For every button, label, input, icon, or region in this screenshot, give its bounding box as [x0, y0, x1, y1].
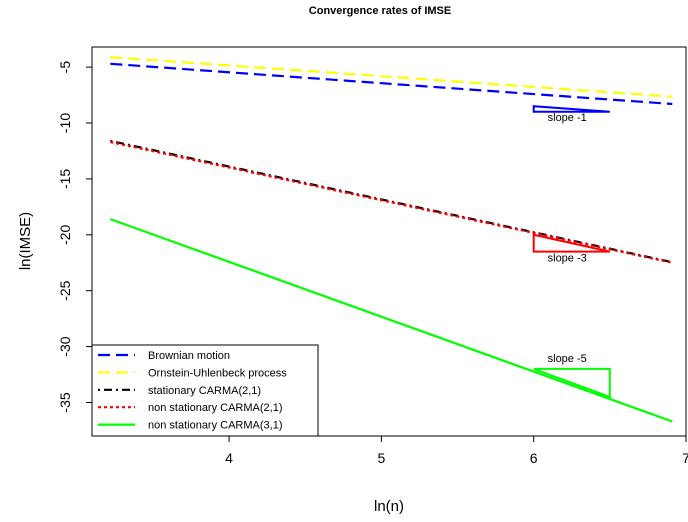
- y-tick-label: -5: [57, 61, 73, 74]
- y-tick-label: -25: [57, 280, 73, 300]
- legend: Brownian motion Ornstein-Uhlenbeck proces…: [91, 344, 319, 437]
- chart-title: Convergence rates of IMSE: [309, 5, 451, 17]
- x-tick-label: 6: [530, 450, 538, 466]
- x-tick-label: 4: [225, 450, 233, 466]
- slope-label-2: slope -5: [548, 353, 587, 365]
- legend-label-4: non stationary CARMA(3,1): [148, 420, 283, 432]
- y-tick-label: -15: [57, 169, 73, 189]
- series-line-2: [110, 139, 673, 264]
- annotation-layer: slope -1 slope -3 slope -5: [532, 105, 611, 399]
- series-line-3: [110, 140, 673, 264]
- series-line-0: [110, 62, 673, 106]
- y-tick-label: -30: [57, 336, 73, 356]
- y-axis-label: ln(IMSE): [17, 212, 34, 270]
- plot-frame: [91, 46, 687, 437]
- legend-label-1: Ornstein-Uhlenbeck process: [148, 367, 287, 379]
- legend-label-3: non stationary CARMA(2,1): [148, 402, 283, 414]
- series-line-4: [109, 218, 673, 423]
- slope-triangle-0: [532, 105, 610, 113]
- series-layer: [109, 56, 673, 423]
- x-axis-label: ln(n): [374, 498, 404, 515]
- y-tick-label: -10: [57, 113, 73, 133]
- legend-label-2: stationary CARMA(2,1): [148, 385, 261, 397]
- slope-label-0: slope -1: [548, 112, 587, 124]
- slope-triangle-1: [532, 233, 611, 253]
- y-tick-label: -20: [57, 224, 73, 244]
- x-tick-label: 7: [682, 450, 688, 466]
- x-tick-label: 5: [377, 450, 385, 466]
- slope-label-1: slope -3: [548, 253, 587, 265]
- slope-triangle-2: [533, 367, 611, 399]
- y-tick-label: -35: [57, 392, 73, 412]
- legend-label-0: Brownian motion: [148, 350, 230, 362]
- series-line-1: [110, 56, 673, 98]
- axis-layer: 4 5 6 7 -5 -10 -15 -20 -25 -30 -35: [57, 61, 688, 466]
